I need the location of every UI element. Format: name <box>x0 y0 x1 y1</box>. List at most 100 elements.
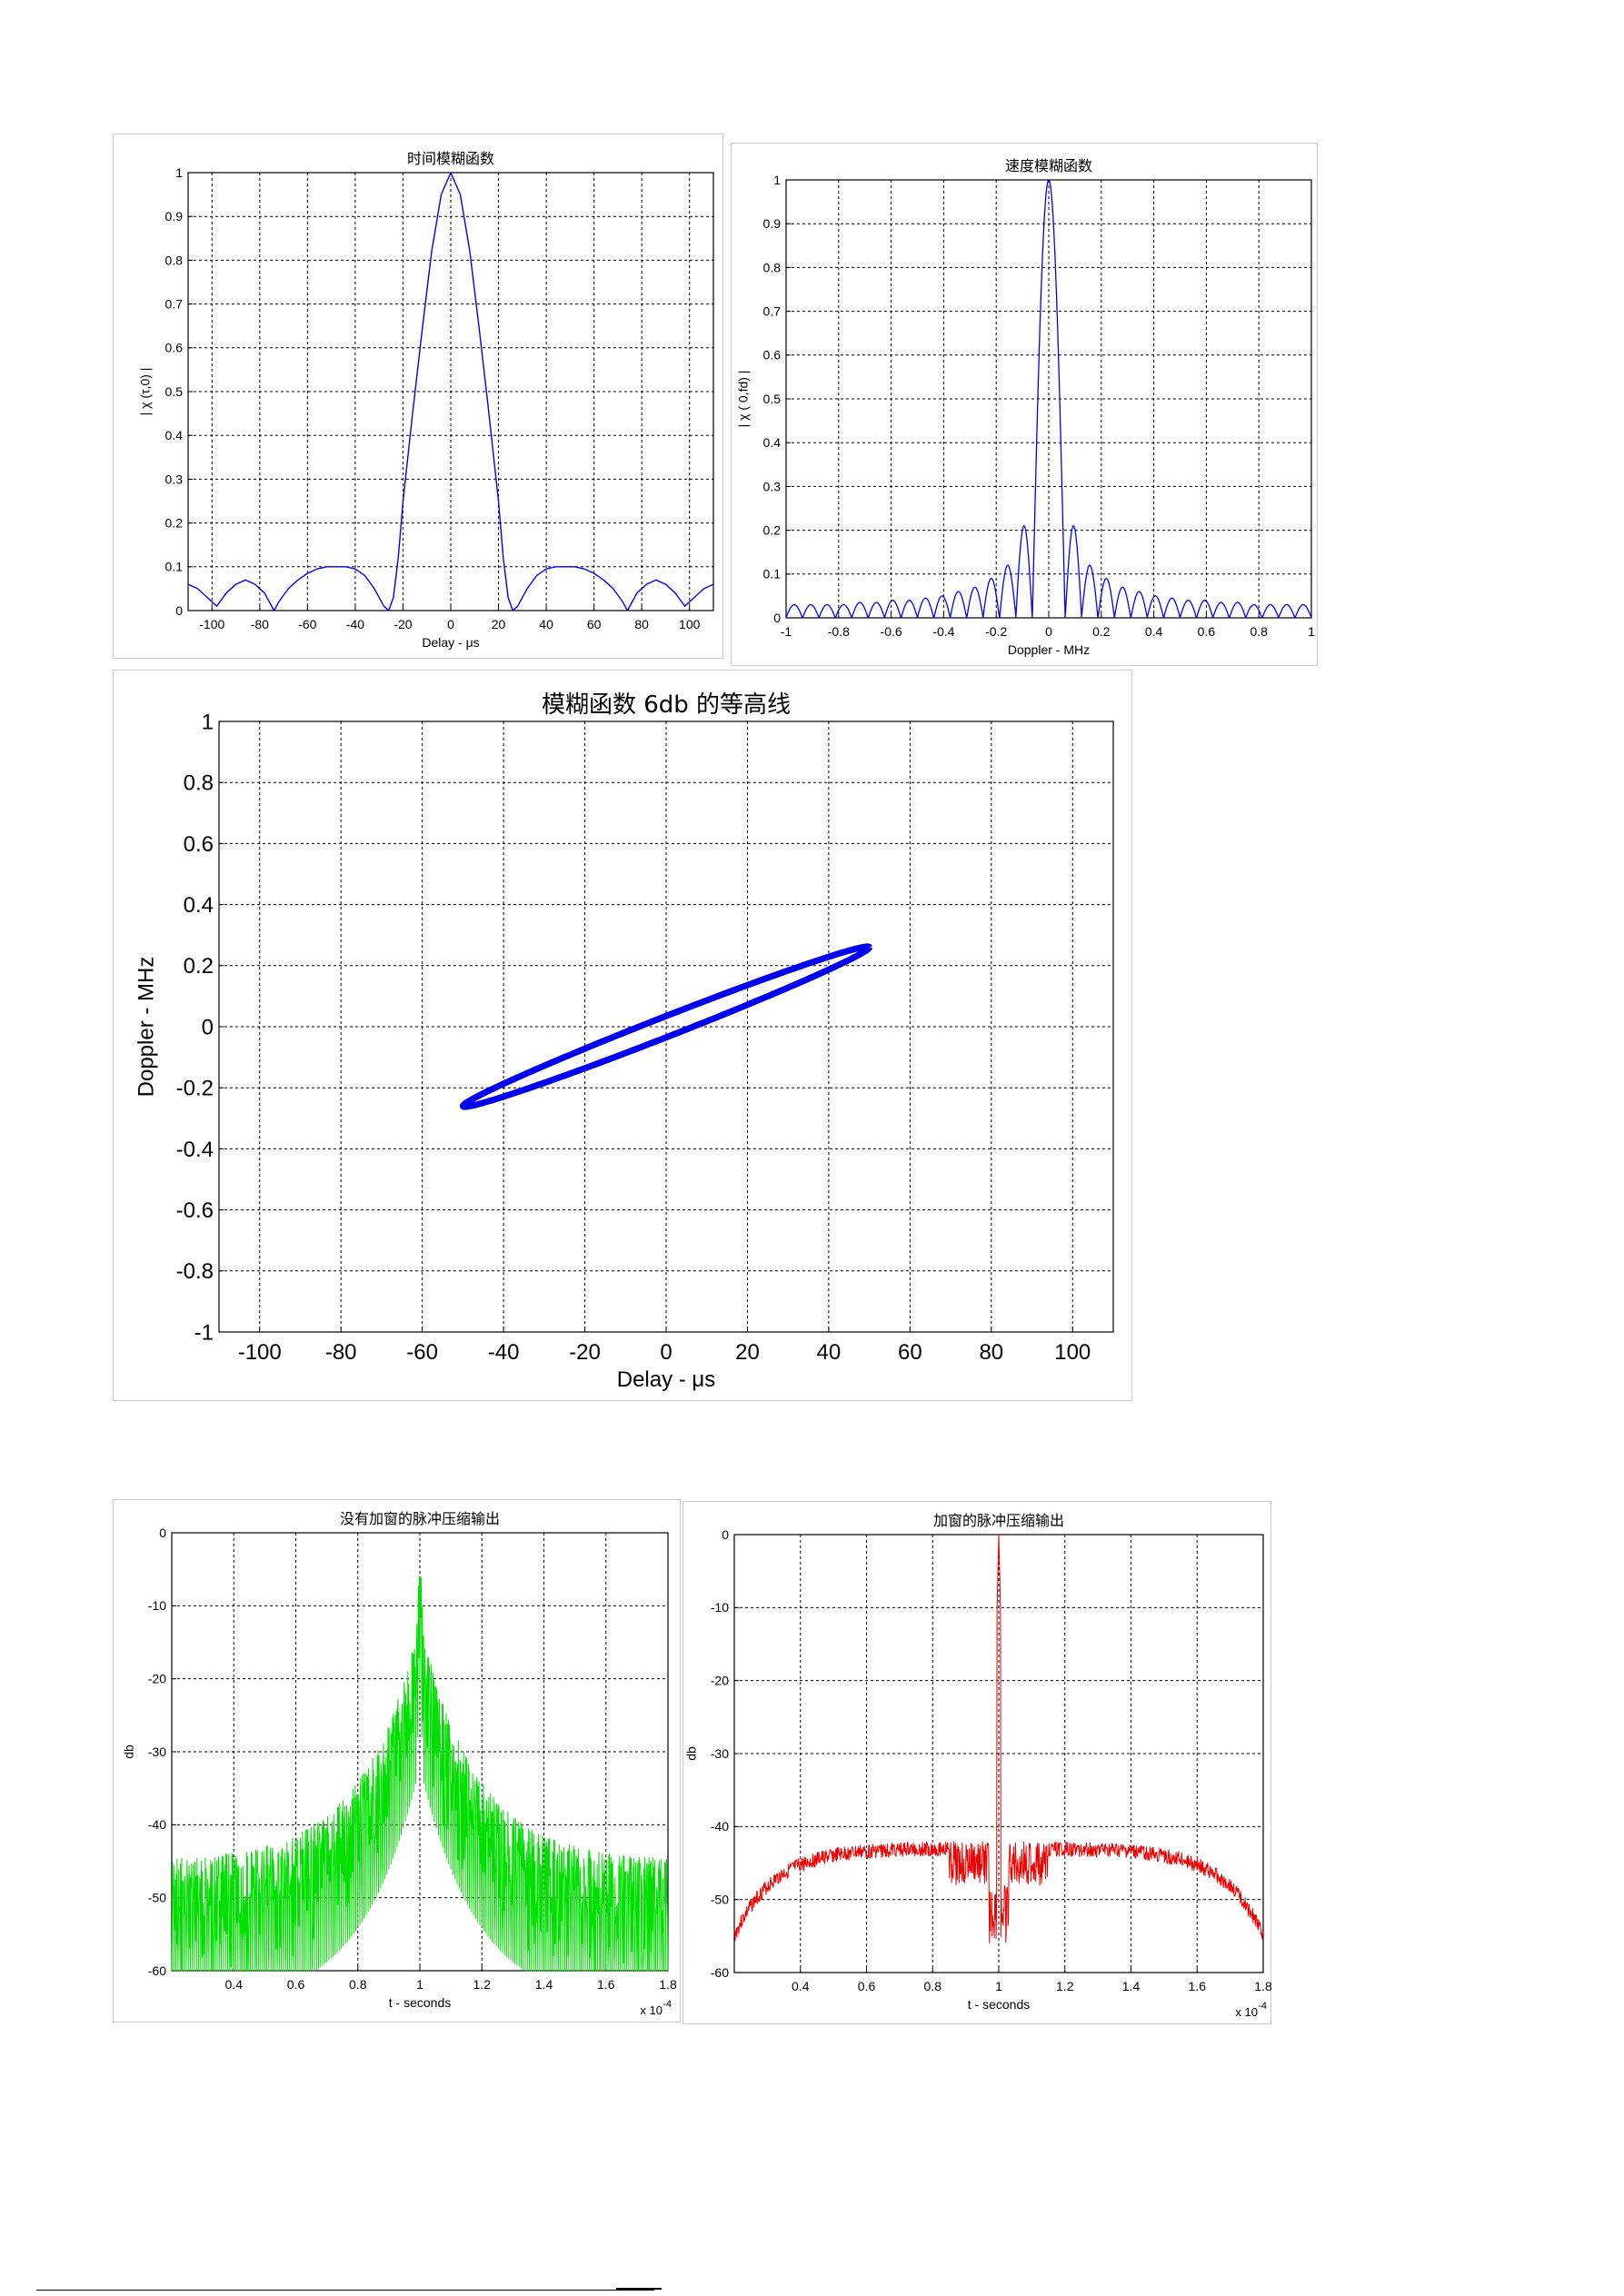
x-tick-label: 0.8 <box>1250 624 1268 639</box>
x-tick-label: 40 <box>539 617 553 631</box>
y-tick-label: -10 <box>711 1600 729 1615</box>
x-tick-label: 80 <box>634 617 649 631</box>
y-axis-label: db <box>122 1744 136 1759</box>
x-tick-label: 0 <box>660 1340 672 1365</box>
time-ambiguity-chart: -100 -80 -60 -40 -20 0 20 40 60 80 100 0 0.1 0.2 0.3 0.… <box>113 134 723 659</box>
x-tick-label: 60 <box>587 617 602 631</box>
x-tick-label: -0.6 <box>881 624 902 639</box>
x-tick-label: -100 <box>238 1340 282 1365</box>
y-tick-label: 0.4 <box>165 428 184 442</box>
chart-title: 时间模糊函数 <box>407 150 494 167</box>
y-tick-label: -20 <box>148 1672 166 1686</box>
x-tick-label: -0.4 <box>932 624 954 639</box>
x-tick-label: 100 <box>679 617 701 631</box>
y-tick-label: -0.2 <box>176 1077 214 1101</box>
x-tick-label: -0.8 <box>828 624 850 639</box>
x-tick-label: 0.8 <box>924 1979 942 1993</box>
contour-chart: -100 -80 -60 -40 -20 0 20 40 60 80 100 -1 -0.8 -0.6 -0… <box>113 670 1132 1401</box>
x-exponent-label: x 10 <box>1235 2005 1258 2019</box>
x-tick-label: 1.2 <box>473 1977 492 1992</box>
y-tick-label: 0.5 <box>763 392 782 406</box>
y-tick-label: 0 <box>175 603 183 618</box>
x-tick-label: -40 <box>488 1340 520 1365</box>
windowed-compression-chart: 0.4 0.6 0.8 1 1.2 1.4 1.6 1.8 0 -10 -20 -30 -40 -50 -6… <box>682 1501 1272 2024</box>
x-tick-label: 80 <box>979 1340 1003 1365</box>
y-tick-label: 0.8 <box>184 771 214 796</box>
y-tick-label: -60 <box>711 1965 729 1980</box>
x-axis-label: t - seconds <box>968 1997 1030 2012</box>
x-tick-label: 0.6 <box>1198 624 1216 639</box>
contour-svg: -100 -80 -60 -40 -20 0 20 40 60 80 100 -1 -0.8 -0.6 -0… <box>135 691 1114 1392</box>
doppler-ambiguity-line <box>785 179 1312 619</box>
chart-title: 模糊函数 6db 的等高线 <box>542 691 791 719</box>
y-tick-label: 0.8 <box>165 253 184 267</box>
x-tick-label: -80 <box>251 617 269 631</box>
x-tick-label: -60 <box>406 1340 438 1365</box>
y-tick-label: 0.2 <box>184 954 214 979</box>
x-tick-label: 1.6 <box>597 1977 615 1992</box>
y-tick-label: 0.6 <box>184 832 214 857</box>
y-tick-label: 1 <box>175 165 183 180</box>
y-tick-label: 0.6 <box>763 348 782 363</box>
x-tick-label: -20 <box>394 617 412 631</box>
chart-title: 加窗的脉冲压缩输出 <box>933 1512 1064 1529</box>
y-tick-label: 0.1 <box>165 560 184 574</box>
x-tick-label: -40 <box>346 617 364 631</box>
x-tick-label: 0.4 <box>792 1979 810 1993</box>
x-tick-label: 0.2 <box>1092 624 1111 639</box>
y-axis-label: Doppler - MHz <box>135 957 159 1098</box>
x-axis-label: Delay - μs <box>617 1367 716 1392</box>
x-tick-label: -20 <box>569 1340 601 1365</box>
y-tick-label: -20 <box>711 1674 729 1688</box>
y-tick-label: 0.4 <box>184 893 214 918</box>
x-tick-label: -80 <box>325 1340 357 1365</box>
x-tick-label: 20 <box>735 1340 760 1365</box>
y-tick-label: -30 <box>148 1744 166 1759</box>
windowed-svg: 0.4 0.6 0.8 1 1.2 1.4 1.6 1.8 0 -10 -20 -30 -40 -50 -6… <box>684 1512 1272 2019</box>
windowed-output-line <box>733 1534 1264 1943</box>
x-exponent: -4 <box>1258 2001 1267 2012</box>
x-tick-label: 20 <box>492 617 506 631</box>
x-tick-label: -0.2 <box>985 624 1007 639</box>
x-tick-label: -60 <box>298 617 316 631</box>
unwindowed-compression-chart: 0.4 0.6 0.8 1 1.2 1.4 1.6 1.8 0 -10 -20 -30 -40 -50 -6… <box>113 1499 681 2023</box>
x-tick-label: 1.4 <box>535 1977 553 1992</box>
y-tick-label: -0.8 <box>176 1259 214 1284</box>
y-axis-label: | χ (τ,0) | <box>138 368 153 416</box>
y-tick-label: 0.4 <box>763 435 782 450</box>
y-tick-label: 0.6 <box>165 341 184 355</box>
footer-rule-mark <box>616 2288 662 2290</box>
x-tick-label: 1.2 <box>1056 1979 1074 1993</box>
x-tick-label: 1.8 <box>1254 1979 1272 1993</box>
y-tick-label: 0.2 <box>165 516 184 531</box>
y-tick-label: 0.3 <box>165 472 184 486</box>
y-tick-label: -0.6 <box>176 1198 214 1223</box>
y-tick-label: -40 <box>711 1819 729 1834</box>
y-tick-label: 0 <box>159 1526 166 1540</box>
time-ambiguity-svg: -100 -80 -60 -40 -20 0 20 40 60 80 100 0 0.1 0.2 0.3 0.… <box>138 150 714 650</box>
x-tick-label: 0.6 <box>287 1977 305 1992</box>
y-tick-label: -60 <box>148 1963 166 1978</box>
x-tick-label: 1.4 <box>1122 1979 1141 1993</box>
x-tick-label: 1 <box>1308 624 1315 639</box>
x-tick-label: 1 <box>416 1977 423 1992</box>
y-tick-label: 0.7 <box>165 297 184 312</box>
x-tick-label: 40 <box>817 1340 842 1365</box>
y-axis-label: db <box>684 1746 699 1761</box>
y-tick-label: -30 <box>711 1746 729 1761</box>
time-ambiguity-line <box>187 172 714 611</box>
x-tick-label: 1.6 <box>1189 1979 1207 1993</box>
x-tick-label: 0 <box>1045 624 1052 639</box>
footer-rule <box>36 2290 654 2291</box>
x-axis-label: t - seconds <box>389 1995 451 2010</box>
x-exponent: -4 <box>663 1999 672 2010</box>
y-tick-label: 1 <box>202 710 214 734</box>
x-axis-label: Delay - μs <box>422 635 479 650</box>
y-tick-label: 0.8 <box>763 260 782 274</box>
y-tick-label: 0.2 <box>763 523 782 538</box>
y-tick-label: 0.9 <box>763 216 782 231</box>
x-tick-label: 0 <box>447 617 454 631</box>
y-tick-label: -50 <box>711 1893 729 1907</box>
x-tick-label: -100 <box>199 617 224 631</box>
x-tick-label: 100 <box>1054 1340 1091 1365</box>
